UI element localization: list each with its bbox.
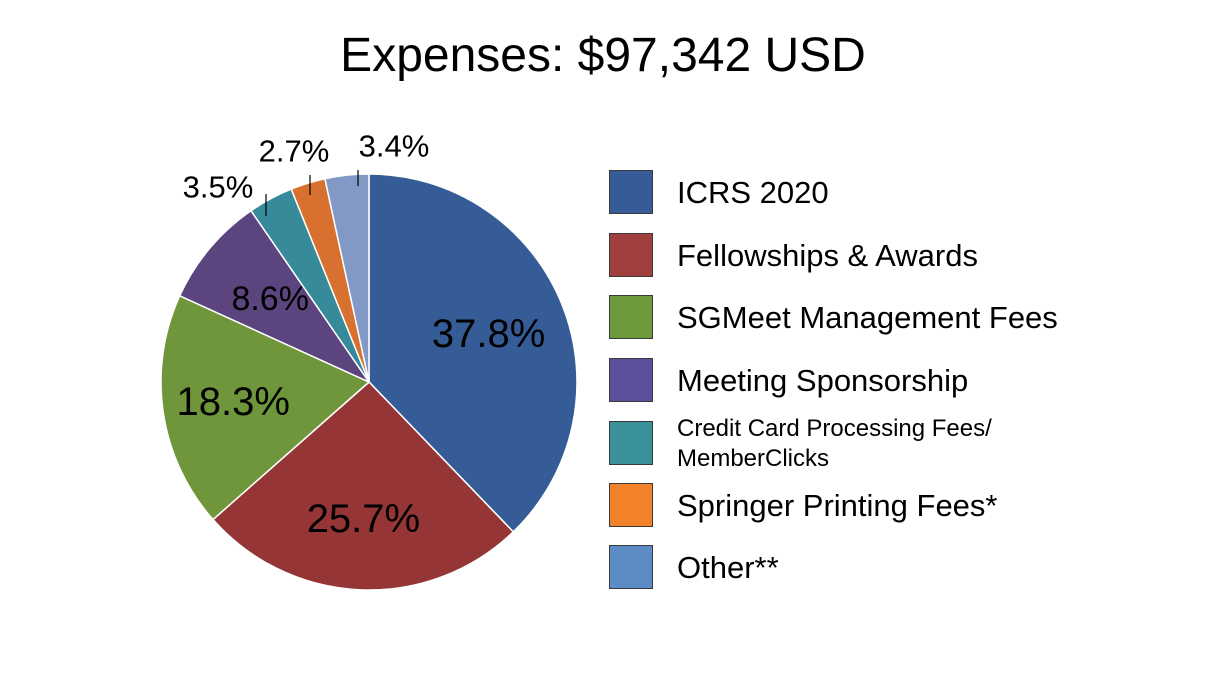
pie-slice-3 — [160, 294, 371, 521]
slice-label-5: 3.5% — [183, 170, 254, 205]
pie-slice-1 — [368, 173, 578, 533]
legend-label-7: Other** — [677, 550, 779, 585]
legend-swatch-3 — [609, 295, 653, 339]
legend-item-1: ICRS 2020 — [609, 170, 1169, 216]
legend-label-4: Meeting Sponsorship — [677, 363, 969, 398]
legend-swatch-5 — [609, 421, 653, 465]
legend-label-6: Springer Printing Fees* — [677, 488, 998, 523]
legend-label-5: Credit Card Processing Fees/ MemberClick… — [677, 415, 992, 472]
legend-item-5: Credit Card Processing Fees/ MemberClick… — [609, 415, 1169, 472]
legend-swatch-7 — [609, 545, 653, 589]
slice-label-2: 25.7% — [307, 497, 420, 541]
slice-label-6: 2.7% — [259, 134, 330, 169]
legend-item-7: Other** — [609, 545, 1169, 591]
legend-swatch-6 — [609, 483, 653, 527]
legend-swatch-4 — [609, 358, 653, 402]
legend-swatch-2 — [609, 233, 653, 277]
slice-label-1: 37.8% — [432, 312, 545, 356]
slice-label-4: 8.6% — [231, 280, 309, 318]
pie-slice-4 — [178, 209, 372, 384]
legend-item-6: Springer Printing Fees* — [609, 483, 1169, 529]
legend-item-4: Meeting Sponsorship — [609, 358, 1169, 404]
legend-item-3: SGMeet Management Fees — [609, 295, 1169, 341]
slice-label-3: 18.3% — [176, 380, 289, 424]
chart-title: Expenses: $97,342 USD — [340, 29, 866, 82]
slice-label-7: 3.4% — [359, 129, 430, 164]
legend-label-2: Fellowships & Awards — [677, 238, 978, 273]
pie-slice-2 — [211, 380, 515, 591]
legend-swatch-1 — [609, 170, 653, 214]
legend-item-2: Fellowships & Awards — [609, 233, 1169, 279]
pie-slice-7 — [324, 173, 370, 383]
legend-label-3: SGMeet Management Fees — [677, 300, 1058, 335]
legend-label-1: ICRS 2020 — [677, 175, 829, 210]
